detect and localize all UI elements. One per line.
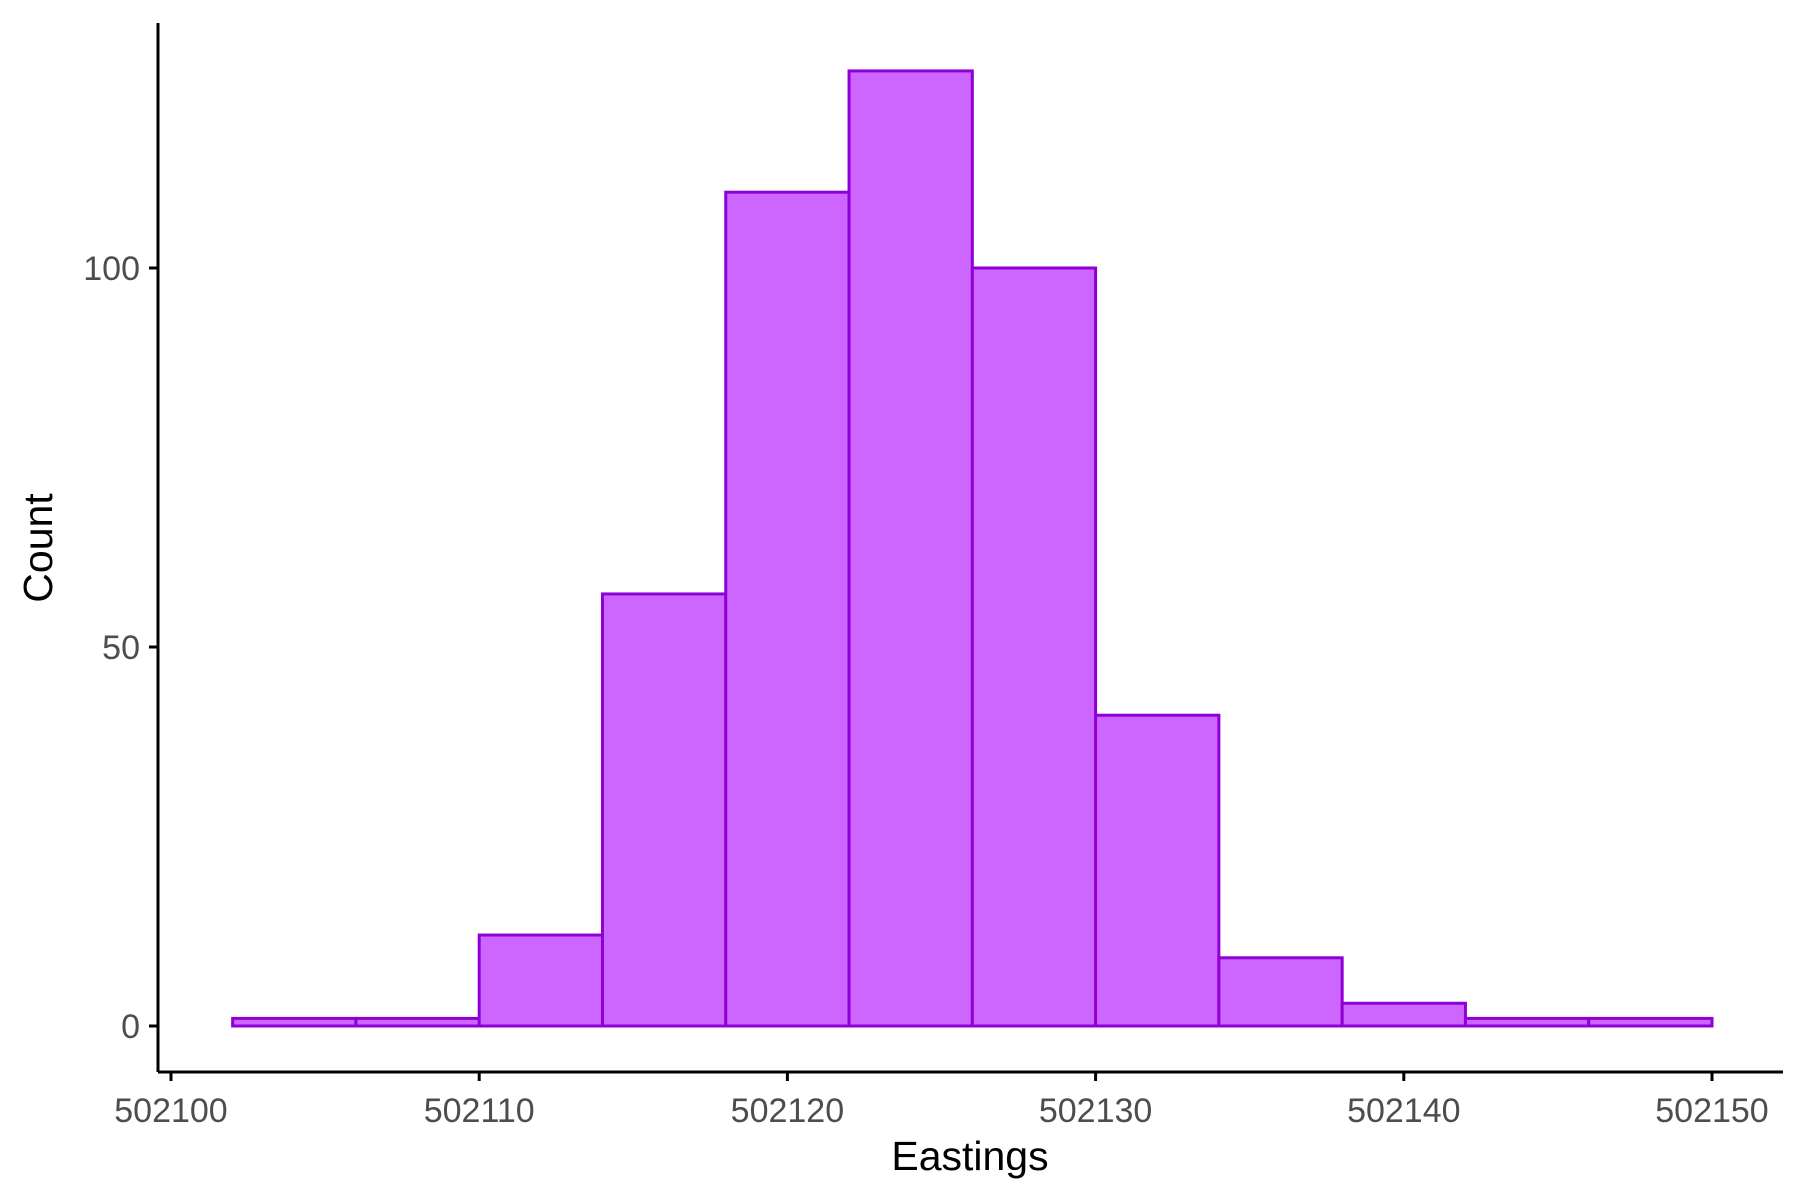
histogram-bar-11 bbox=[1587, 1016, 1714, 1028]
y-tick-label: 100 bbox=[83, 250, 140, 288]
x-tick-label: 502150 bbox=[1655, 1092, 1768, 1130]
x-tick-label: 502100 bbox=[114, 1092, 227, 1130]
x-tick-label: 502140 bbox=[1347, 1092, 1460, 1130]
histogram-bar-3 bbox=[600, 592, 728, 1028]
histogram-bar-10 bbox=[1463, 1016, 1591, 1028]
bars-layer bbox=[231, 69, 1714, 1028]
histogram-bar-6 bbox=[970, 266, 1098, 1028]
x-tick-label: 502130 bbox=[1039, 1092, 1152, 1130]
y-tick-label: 50 bbox=[102, 629, 140, 667]
histogram-bar-9 bbox=[1340, 1001, 1467, 1028]
histogram-bar-2 bbox=[477, 933, 604, 1028]
x-axis-title: Eastings bbox=[891, 1133, 1048, 1179]
x-tick-label: 502110 bbox=[424, 1092, 535, 1130]
histogram-bar-5 bbox=[847, 69, 974, 1028]
x-ticks-layer: 502100 502110 502120 502130 502140 502150 bbox=[114, 1072, 1769, 1130]
histogram-bar-1 bbox=[354, 1016, 481, 1028]
y-ticks-layer: 0 50 100 bbox=[83, 250, 158, 1046]
y-axis-title: Count bbox=[15, 493, 61, 603]
x-tick-label: 502120 bbox=[731, 1092, 844, 1130]
y-tick-label: 0 bbox=[121, 1008, 140, 1046]
histogram-bar-0 bbox=[231, 1016, 358, 1028]
histogram-bar-4 bbox=[724, 190, 851, 1028]
histogram-bar-7 bbox=[1094, 713, 1221, 1028]
histogram-bar-8 bbox=[1217, 956, 1344, 1028]
axes-layer bbox=[156, 23, 1783, 1074]
